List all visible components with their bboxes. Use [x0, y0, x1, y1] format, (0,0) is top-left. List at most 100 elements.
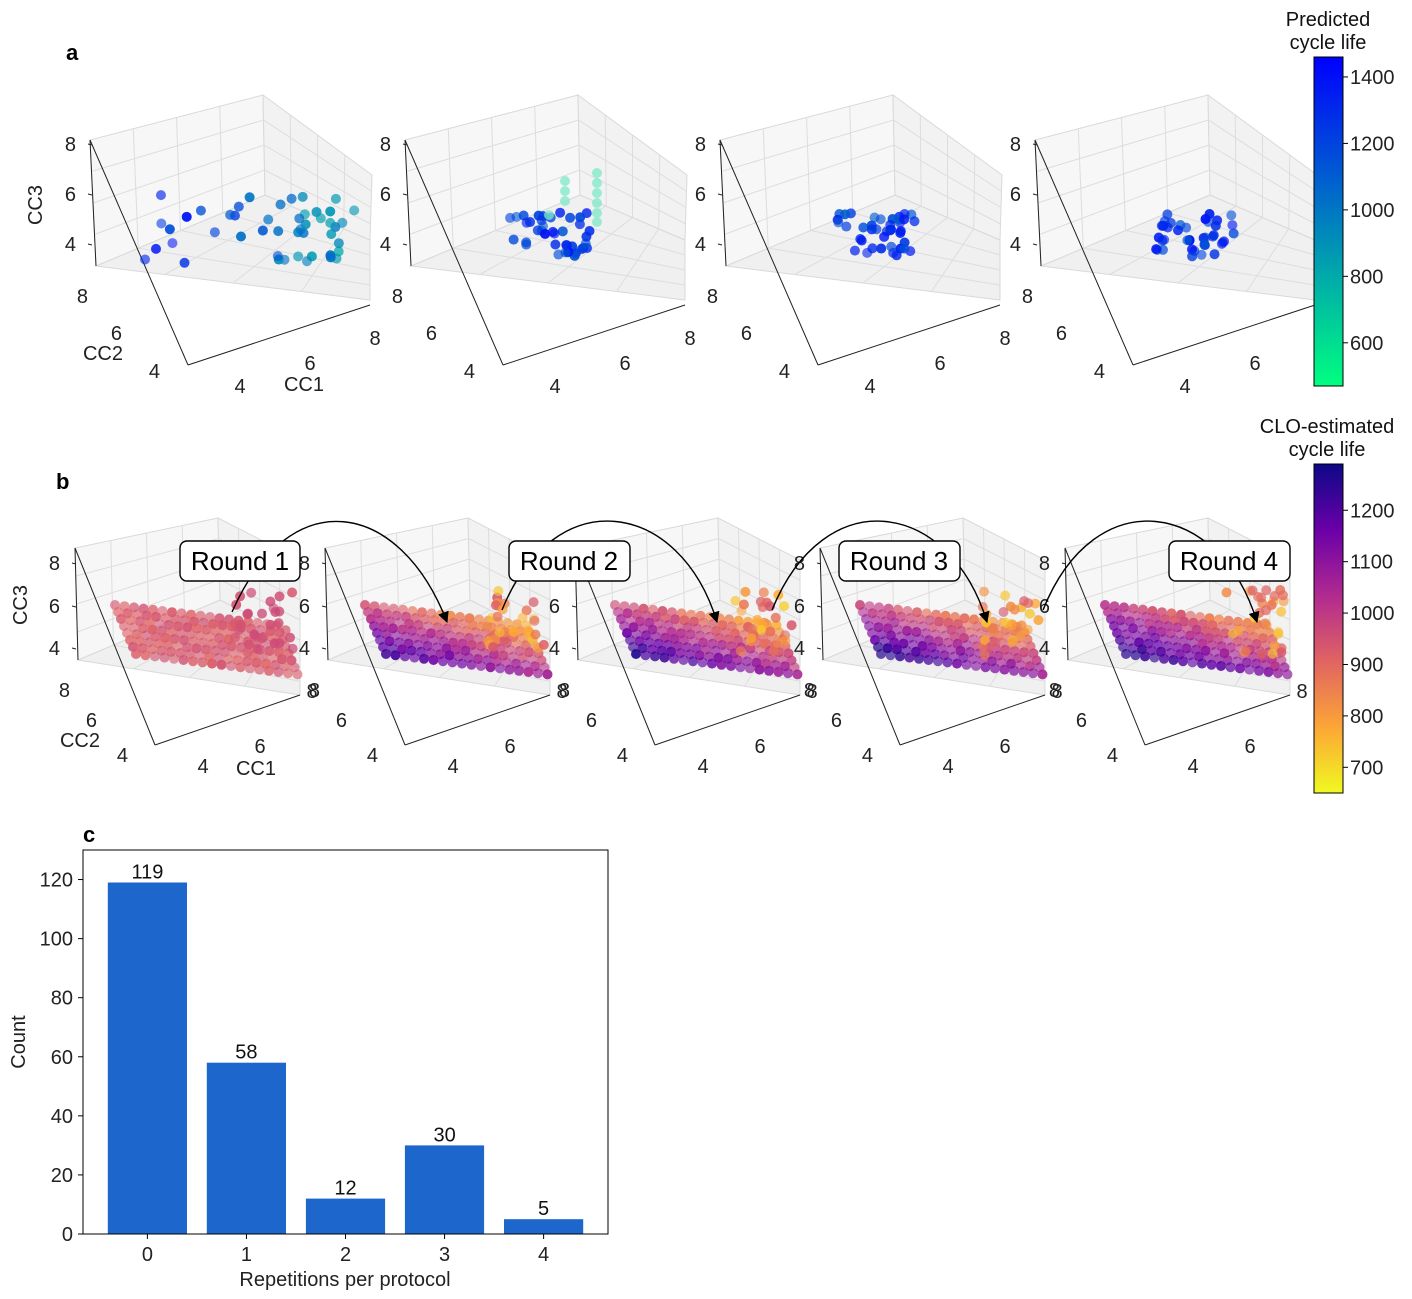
data-point — [1200, 214, 1211, 225]
data-point — [1208, 230, 1219, 241]
data-point — [985, 641, 996, 652]
z-tick-label: 6 — [299, 596, 310, 618]
data-point — [1159, 234, 1170, 245]
x-tick-label: 6 — [1244, 736, 1255, 758]
data-point — [885, 650, 896, 661]
data-point — [560, 196, 570, 206]
data-point — [640, 650, 651, 661]
data-point — [1227, 628, 1238, 639]
y-tick-label: 6 — [86, 710, 97, 732]
data-point — [746, 633, 757, 644]
x-tick-label: 4 — [197, 756, 208, 778]
data-point — [1023, 598, 1034, 609]
data-point — [508, 234, 519, 245]
y-tick-label: 4 — [1094, 361, 1105, 383]
data-point — [466, 659, 477, 670]
x-axis-line — [502, 304, 686, 366]
data-point — [780, 635, 791, 646]
data-point — [1168, 655, 1179, 665]
data-point — [1269, 591, 1280, 601]
data-point — [540, 228, 551, 239]
y-axis-line — [1064, 547, 1146, 746]
data-point — [1261, 605, 1271, 616]
data-point — [933, 656, 943, 667]
data-point — [592, 168, 602, 178]
colorbar-tick-label: 900 — [1350, 654, 1383, 676]
y-tick-label: 100 — [40, 929, 73, 951]
z-tick-label: 6 — [380, 184, 391, 206]
round-3-label: Round 3 — [850, 546, 948, 576]
round-4-label: Round 4 — [1180, 546, 1278, 576]
colorbar-a-title-line2: cycle life — [1290, 32, 1367, 54]
data-point — [257, 608, 267, 619]
data-point — [325, 217, 336, 228]
colorbar-a-title-line1: Predicted — [1286, 9, 1371, 31]
bar-value-label: 30 — [433, 1124, 455, 1146]
data-point — [230, 632, 240, 643]
z-tick-label: 4 — [299, 638, 310, 660]
data-point — [1216, 238, 1227, 249]
x-axis-line — [1144, 694, 1291, 746]
data-point — [514, 665, 524, 676]
data-point — [592, 208, 602, 218]
data-point — [858, 222, 869, 233]
data-point — [886, 241, 897, 252]
data-point — [263, 214, 274, 225]
data-point — [235, 619, 246, 630]
z-tick-label: 8 — [1010, 134, 1021, 156]
data-point — [1024, 608, 1035, 619]
data-point — [150, 243, 161, 254]
data-point — [272, 251, 283, 262]
x-tick-label: 8 — [1296, 681, 1307, 703]
z-tick-label: 8 — [380, 134, 391, 156]
data-point — [505, 212, 516, 223]
x-tick-label: 4 — [538, 1244, 549, 1266]
data-point — [876, 649, 886, 659]
data-point — [544, 210, 554, 220]
scatter-points — [832, 208, 920, 261]
data-point — [1273, 627, 1284, 637]
data-labels: 119 58 12 30 5 — [131, 862, 549, 1221]
x-tick-label: 4 — [549, 376, 560, 398]
x-tick-label: 6 — [619, 353, 630, 375]
data-point — [669, 653, 679, 664]
data-point — [1276, 647, 1287, 658]
panel-a-z-axis-label: CC3 — [25, 185, 47, 225]
data-point — [246, 587, 257, 598]
scatter-points — [110, 587, 303, 680]
y-tick-label: 4 — [1107, 745, 1118, 767]
data-point — [592, 198, 602, 208]
z-tick-label: 4 — [1039, 638, 1050, 660]
scatter-points — [140, 190, 360, 268]
data-point — [547, 226, 558, 237]
z-tick-label: 4 — [1010, 234, 1021, 256]
data-point — [758, 587, 769, 598]
data-point — [560, 247, 571, 258]
data-point — [499, 635, 510, 646]
y-tick-label: 40 — [51, 1106, 73, 1128]
data-point — [1247, 585, 1258, 596]
data-point — [783, 668, 793, 679]
colorbar-a-gradient — [1313, 56, 1344, 387]
data-point — [167, 238, 178, 249]
x-tick-label: 6 — [934, 353, 945, 375]
y-tick-label: 6 — [1056, 323, 1067, 345]
colorbar-tick-label: 1000 — [1350, 603, 1395, 625]
y-tick-label: 4 — [464, 361, 475, 383]
data-point — [188, 656, 198, 667]
data-point — [400, 651, 410, 662]
data-point — [330, 193, 341, 204]
y-tick-label: 8 — [309, 680, 320, 702]
data-point — [1206, 659, 1217, 670]
z-tick-label: 6 — [65, 184, 76, 206]
y-tick-label: 4 — [779, 361, 790, 383]
data-point — [235, 231, 246, 242]
data-point — [833, 217, 844, 228]
x-tick-label: 4 — [1179, 376, 1190, 398]
data-point — [1216, 661, 1226, 671]
x-tick-label: 8 — [684, 328, 695, 350]
data-point — [1273, 668, 1283, 679]
y-tick-label: 8 — [1022, 286, 1033, 308]
x-tick-label: 6 — [999, 736, 1010, 758]
data-point — [270, 607, 281, 617]
